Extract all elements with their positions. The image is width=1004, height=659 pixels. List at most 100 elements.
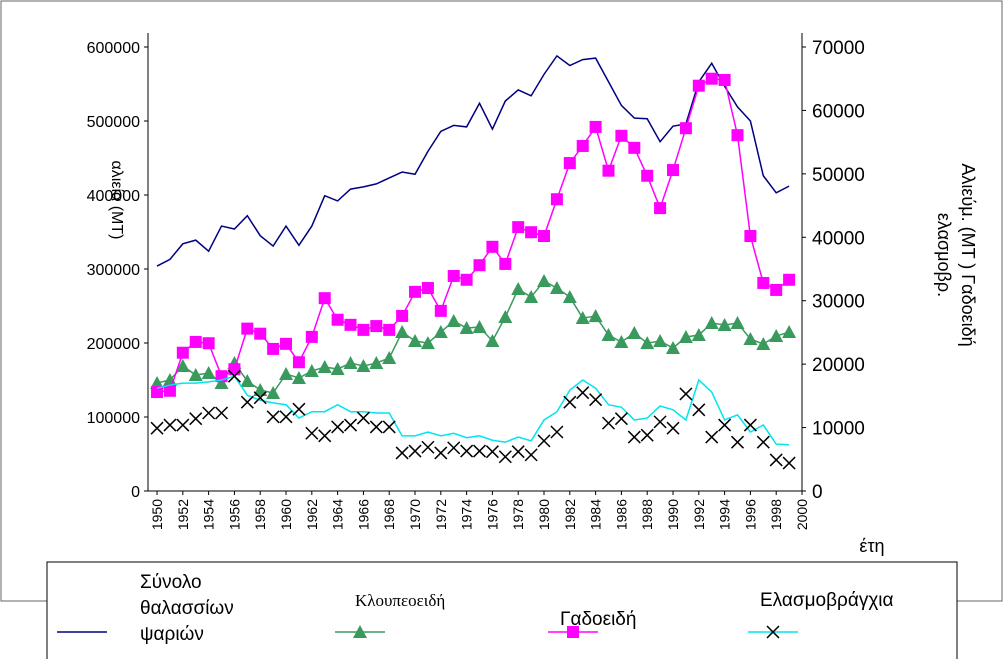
marker [718,418,732,432]
marker [279,367,294,381]
marker [343,356,358,370]
marker [382,351,397,365]
marker [757,276,770,289]
y2-tick-label: 0 [812,482,823,503]
marker [228,363,241,376]
legend-label: Κλουπεοειδή [355,591,445,610]
marker [718,73,731,86]
marker [305,426,319,440]
marker [511,282,526,296]
marker [769,453,783,467]
x-tick-label: 1956 [226,499,242,530]
marker [201,366,216,380]
marker [602,164,615,177]
marker [317,360,332,374]
marker [150,421,164,435]
x-tick-label: 1986 [613,499,629,530]
y2-axis-label: Αλιεύμ. (MT ) Γαδοειδή [958,163,978,346]
marker [654,202,667,215]
marker [460,444,474,458]
marker [434,446,448,460]
marker [240,395,254,409]
x-tick-label: 1988 [639,499,655,530]
marker [538,230,551,243]
x-tick-label: 1970 [407,499,423,530]
marker [525,226,538,239]
marker [150,376,165,390]
marker [267,342,280,355]
legend-box [46,561,958,659]
marker [524,290,539,304]
x-tick-label: 1972 [433,499,449,530]
marker [615,129,628,142]
marker [353,625,367,638]
marker [163,384,176,397]
x-tick-label: 1962 [304,499,320,530]
x-tick-label: 1960 [278,499,294,530]
marker [550,425,564,439]
legend-label: Σύνολο θαλασσίων ψαριών [140,572,234,645]
marker [280,337,293,350]
marker [628,141,641,154]
marker [743,418,757,432]
marker [575,311,590,325]
marker [331,420,345,434]
legend-label-line: ψαριών [140,624,204,645]
legend-label: Γαδοειδή [560,609,636,630]
x-tick-label: 1990 [665,499,681,530]
marker [717,318,732,332]
marker [356,359,371,373]
marker [743,332,758,346]
marker [383,323,396,336]
x-tick-label: 1974 [459,499,475,530]
x-tick-label: 1976 [484,499,500,530]
marker [782,456,796,470]
marker [447,269,460,282]
marker [356,411,370,425]
marker [653,334,668,348]
y-tick-label: 300000 [87,262,140,279]
marker [369,356,384,370]
x-tick-label: 1954 [201,499,217,530]
marker [576,139,589,152]
marker [601,328,616,342]
marker [151,386,164,399]
marker [485,334,500,348]
marker [589,120,602,133]
marker [705,72,718,85]
x-axis-label: έτη [859,536,884,556]
marker [782,325,797,339]
marker [744,230,757,243]
marker [253,391,267,405]
marker [731,129,744,142]
marker [408,334,423,348]
marker [769,329,784,343]
marker [549,281,564,295]
marker [730,435,745,449]
marker [253,382,268,396]
marker [189,335,202,348]
marker [473,259,486,272]
marker [524,448,538,462]
marker [370,320,383,333]
marker [189,412,203,426]
marker [214,376,229,390]
marker [291,371,306,385]
x-tick-label: 1980 [536,499,552,530]
marker [382,420,396,434]
marker [512,221,525,234]
marker [576,386,590,400]
marker [344,318,357,331]
marker [667,164,680,177]
y2-tick-label: 20000 [812,355,865,376]
marker [318,292,331,305]
marker [447,441,461,455]
marker [563,395,577,409]
marker [446,314,461,328]
marker [292,402,306,416]
marker [537,434,551,448]
marker [589,393,603,407]
marker [537,274,552,288]
marker [357,323,370,336]
